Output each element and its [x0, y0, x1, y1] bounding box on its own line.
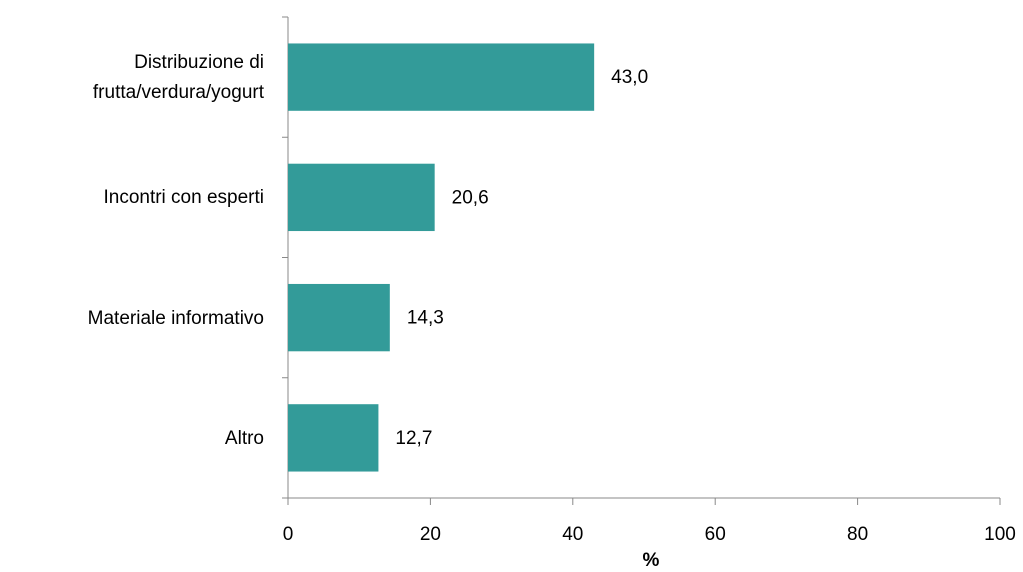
x-axis-label: %: [643, 550, 660, 571]
y-tick-label: Distribuzione di frutta/verdura/yogurt: [92, 52, 264, 104]
x-tick-label: 0: [283, 524, 294, 545]
bar: [288, 404, 379, 472]
x-tick-label: 80: [847, 524, 868, 545]
y-tick-label: Materiale informativo: [87, 307, 264, 329]
bar: [288, 43, 595, 111]
x-tick-label: 20: [420, 524, 441, 545]
bar: [288, 283, 390, 352]
y-tick-label: Incontri con esperti: [103, 187, 264, 209]
value-label: 12,7: [395, 428, 432, 449]
y-tick-label: Altro: [224, 427, 264, 449]
x-tick-label: 40: [562, 524, 583, 545]
x-tick-label: 60: [705, 524, 726, 545]
bar: [288, 163, 435, 232]
value-label: 43,0: [611, 67, 648, 88]
value-label: 14,3: [407, 308, 444, 329]
x-tick-label: 100: [984, 524, 1016, 545]
value-label: 20,6: [452, 187, 489, 208]
